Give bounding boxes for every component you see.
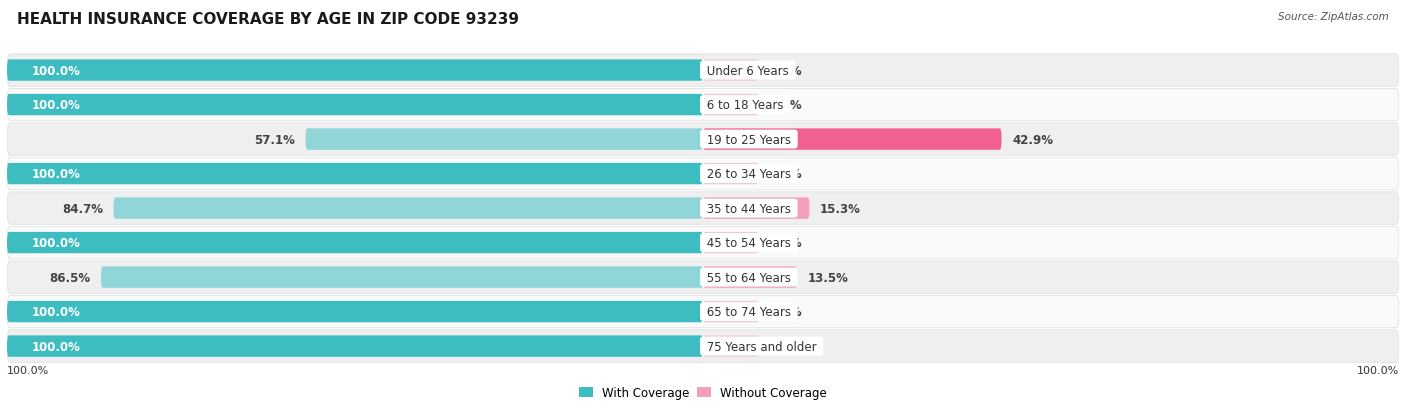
- Text: 15.3%: 15.3%: [820, 202, 860, 215]
- FancyBboxPatch shape: [7, 335, 703, 357]
- Text: 6 to 18 Years: 6 to 18 Years: [703, 99, 787, 112]
- FancyBboxPatch shape: [7, 60, 703, 82]
- FancyBboxPatch shape: [114, 198, 703, 219]
- FancyBboxPatch shape: [7, 192, 1399, 225]
- FancyBboxPatch shape: [703, 198, 810, 219]
- FancyBboxPatch shape: [703, 95, 759, 116]
- FancyBboxPatch shape: [7, 164, 703, 185]
- Text: 0.0%: 0.0%: [769, 99, 801, 112]
- Text: 100.0%: 100.0%: [31, 168, 80, 180]
- FancyBboxPatch shape: [7, 89, 1399, 121]
- Text: 100.0%: 100.0%: [31, 64, 80, 77]
- Text: 100.0%: 100.0%: [1357, 365, 1399, 375]
- Text: 100.0%: 100.0%: [7, 365, 49, 375]
- Text: 13.5%: 13.5%: [807, 271, 848, 284]
- Text: 35 to 44 Years: 35 to 44 Years: [703, 202, 794, 215]
- FancyBboxPatch shape: [101, 267, 703, 288]
- Text: Under 6 Years: Under 6 Years: [703, 64, 793, 77]
- Text: 86.5%: 86.5%: [49, 271, 90, 284]
- FancyBboxPatch shape: [7, 123, 1399, 156]
- FancyBboxPatch shape: [305, 129, 703, 150]
- FancyBboxPatch shape: [7, 227, 1399, 259]
- FancyBboxPatch shape: [703, 301, 759, 323]
- FancyBboxPatch shape: [7, 296, 1399, 328]
- FancyBboxPatch shape: [7, 232, 703, 254]
- FancyBboxPatch shape: [703, 60, 759, 82]
- Text: 75 Years and older: 75 Years and older: [703, 340, 820, 353]
- FancyBboxPatch shape: [703, 232, 759, 254]
- FancyBboxPatch shape: [7, 158, 1399, 190]
- Text: 26 to 34 Years: 26 to 34 Years: [703, 168, 794, 180]
- FancyBboxPatch shape: [7, 55, 1399, 87]
- Text: 100.0%: 100.0%: [31, 305, 80, 318]
- FancyBboxPatch shape: [7, 330, 1399, 363]
- Text: 45 to 54 Years: 45 to 54 Years: [703, 237, 794, 249]
- Text: Source: ZipAtlas.com: Source: ZipAtlas.com: [1278, 12, 1389, 22]
- Text: 84.7%: 84.7%: [62, 202, 103, 215]
- Legend: With Coverage, Without Coverage: With Coverage, Without Coverage: [574, 382, 832, 404]
- FancyBboxPatch shape: [7, 301, 703, 323]
- Text: 65 to 74 Years: 65 to 74 Years: [703, 305, 794, 318]
- Text: 19 to 25 Years: 19 to 25 Years: [703, 133, 794, 146]
- FancyBboxPatch shape: [703, 335, 759, 357]
- FancyBboxPatch shape: [703, 267, 797, 288]
- FancyBboxPatch shape: [703, 129, 1001, 150]
- Text: 100.0%: 100.0%: [31, 99, 80, 112]
- Text: 100.0%: 100.0%: [31, 340, 80, 353]
- Text: 57.1%: 57.1%: [254, 133, 295, 146]
- Text: 0.0%: 0.0%: [769, 305, 801, 318]
- Text: 0.0%: 0.0%: [769, 64, 801, 77]
- FancyBboxPatch shape: [7, 95, 703, 116]
- Text: 0.0%: 0.0%: [769, 340, 801, 353]
- Text: 100.0%: 100.0%: [31, 237, 80, 249]
- Text: 55 to 64 Years: 55 to 64 Years: [703, 271, 794, 284]
- Text: 42.9%: 42.9%: [1012, 133, 1053, 146]
- Text: 0.0%: 0.0%: [769, 168, 801, 180]
- FancyBboxPatch shape: [703, 164, 759, 185]
- Text: HEALTH INSURANCE COVERAGE BY AGE IN ZIP CODE 93239: HEALTH INSURANCE COVERAGE BY AGE IN ZIP …: [17, 12, 519, 27]
- FancyBboxPatch shape: [7, 261, 1399, 294]
- Text: 0.0%: 0.0%: [769, 237, 801, 249]
